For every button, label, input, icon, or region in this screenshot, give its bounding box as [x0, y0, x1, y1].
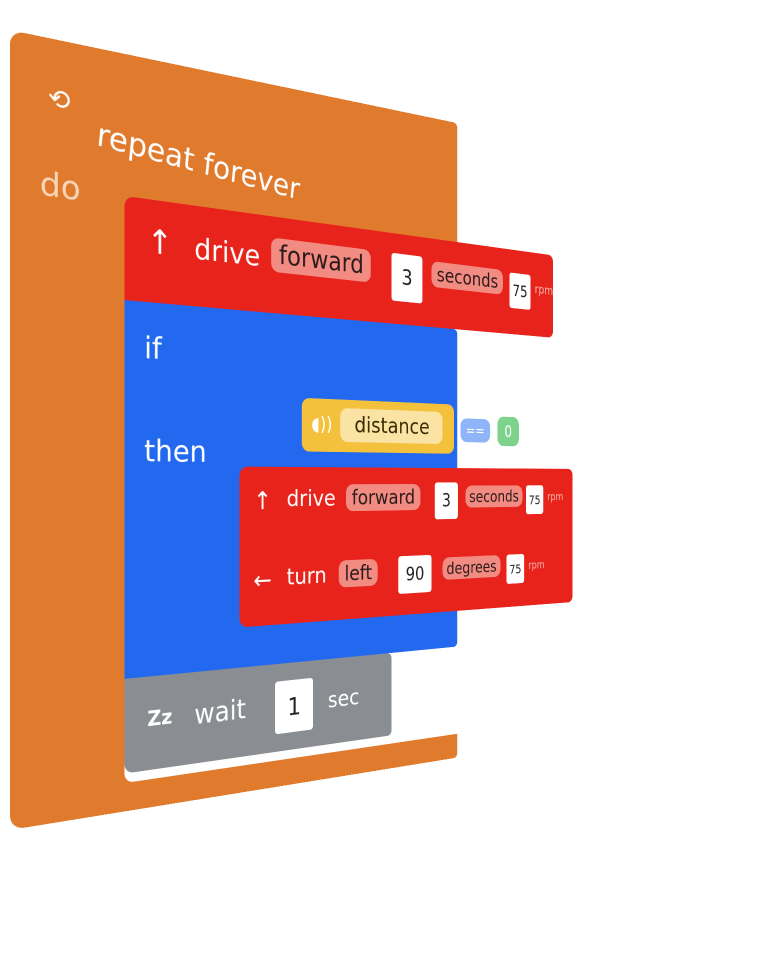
- drive-speed-unit-2: rpm: [547, 491, 563, 503]
- repeat-label: repeat forever: [95, 116, 301, 208]
- turn-amount-input[interactable]: 90: [398, 555, 431, 594]
- turn-unit-dropdown[interactable]: degrees: [443, 555, 501, 580]
- wait-amount-input[interactable]: 1: [275, 678, 313, 735]
- drive-direction-dropdown-1[interactable]: forward: [271, 237, 371, 282]
- up-arrow-icon: ↑: [251, 483, 275, 519]
- drive-amount-input-1[interactable]: 3: [391, 253, 422, 304]
- left-arrow-icon: ←: [251, 562, 275, 599]
- drive-block-2[interactable]: ↑ drive forward 3 seconds 75 rpm: [240, 467, 573, 547]
- drive-unit-dropdown-2[interactable]: seconds: [465, 485, 522, 507]
- drive-label-1: drive: [194, 231, 260, 273]
- drive-speed-input-1[interactable]: 75: [509, 272, 530, 310]
- wait-label: wait: [194, 694, 246, 732]
- drive-unit-dropdown-1[interactable]: seconds: [432, 261, 503, 295]
- turn-label: turn: [287, 563, 327, 591]
- then-label: then: [144, 433, 207, 469]
- distance-condition[interactable]: ◖)) distance: [302, 398, 454, 454]
- block-scene: ⟲ repeat forever do ↑ drive forward 3 se…: [10, 30, 553, 830]
- drive-speed-unit-1: rpm: [535, 282, 553, 298]
- turn-speed-input[interactable]: 75: [506, 554, 524, 584]
- drive-speed-input-2[interactable]: 75: [526, 485, 543, 514]
- distance-sensor-icon: ◖)): [309, 407, 334, 442]
- drive-label-2: drive: [287, 486, 336, 512]
- drive-amount-input-2[interactable]: 3: [435, 482, 458, 519]
- turn-block[interactable]: ← turn left 90 degrees 75 rpm: [240, 535, 573, 627]
- distance-sensor-dropdown[interactable]: distance: [340, 408, 442, 444]
- repeat-infinity-icon: ⟲: [40, 76, 78, 122]
- drive-direction-dropdown-2[interactable]: forward: [346, 484, 420, 511]
- sleep-zz-icon: Zz: [142, 698, 177, 739]
- turn-speed-unit: rpm: [528, 559, 544, 572]
- comparison-operator[interactable]: ==: [460, 418, 490, 442]
- turn-direction-dropdown[interactable]: left: [339, 559, 378, 588]
- if-label: if: [144, 330, 162, 367]
- comparison-value[interactable]: 0: [497, 416, 518, 446]
- up-arrow-icon: ↑: [142, 217, 177, 268]
- do-label: do: [40, 164, 81, 209]
- wait-unit: sec: [328, 685, 360, 714]
